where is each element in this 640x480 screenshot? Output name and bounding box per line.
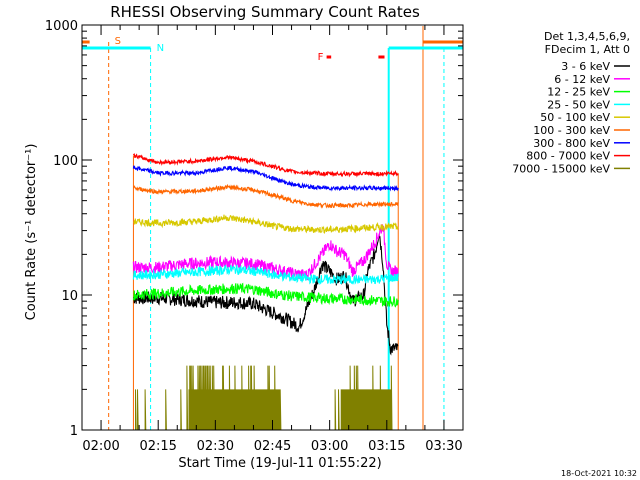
legend-entry-label: 7000 - 15000 keV xyxy=(512,162,610,175)
legend-entry-label: 25 - 50 keV xyxy=(547,98,610,111)
legend-entry-label: 3 - 6 keV xyxy=(561,60,610,73)
y-tick-label: 1 xyxy=(70,424,78,439)
series-line xyxy=(132,165,399,192)
y-axis-label: Count Rate (s⁻¹ detector⁻¹) xyxy=(24,144,39,321)
axis-layer: 1 10 100 1000 02:00 02:15 02:30 02:45 03:00 03:15… xyxy=(45,19,464,454)
x-tick-label: 03:15 xyxy=(368,439,405,454)
chart-title: RHESSI Observing Summary Count Rates xyxy=(110,3,420,21)
series-line xyxy=(132,234,399,356)
legend-entry-label: 6 - 12 keV xyxy=(554,73,610,86)
series-line xyxy=(132,282,399,308)
x-tick-label: 02:15 xyxy=(139,439,176,454)
series-line xyxy=(133,365,399,431)
series-line xyxy=(132,153,399,178)
legend-header-line: FDecim 1, Att 0 xyxy=(545,43,630,56)
legend: Det 1,3,4,5,6,9, FDecim 1, Att 0 3 - 6 k… xyxy=(512,30,630,175)
footer-date: 18-Oct-2021 10:32 xyxy=(561,469,637,478)
x-tick-label: 02:45 xyxy=(254,439,291,454)
legend-entry-label: 100 - 300 keV xyxy=(533,124,610,137)
x-tick-label: 03:30 xyxy=(425,439,462,454)
x-axis-label: Start Time (19-Jul-11 01:55:22) xyxy=(178,456,381,471)
x-tick-label: 03:00 xyxy=(311,439,348,454)
legend-entry-label: 50 - 100 keV xyxy=(540,111,610,124)
series-line xyxy=(132,264,399,286)
series-line xyxy=(133,183,399,209)
marker-label: N xyxy=(157,43,164,54)
series-line xyxy=(132,224,399,281)
series-line xyxy=(133,214,399,234)
y-tick-label: 100 xyxy=(53,154,78,169)
y-tick-label: 10 xyxy=(61,289,78,304)
y-tick-label: 1000 xyxy=(45,19,78,34)
legend-entry-label: 800 - 7000 keV xyxy=(526,150,610,163)
marker-label: S xyxy=(115,36,121,47)
x-tick-label: 02:00 xyxy=(82,439,119,454)
legend-entry-label: 12 - 25 keV xyxy=(547,86,610,99)
legend-header-line: Det 1,3,4,5,6,9, xyxy=(544,30,630,43)
overlay-lines: S N F xyxy=(82,26,463,430)
marker-label: F xyxy=(318,52,324,63)
series-layer xyxy=(132,153,399,431)
legend-entry-label: 300 - 800 keV xyxy=(533,137,610,150)
x-tick-label: 02:30 xyxy=(197,439,234,454)
